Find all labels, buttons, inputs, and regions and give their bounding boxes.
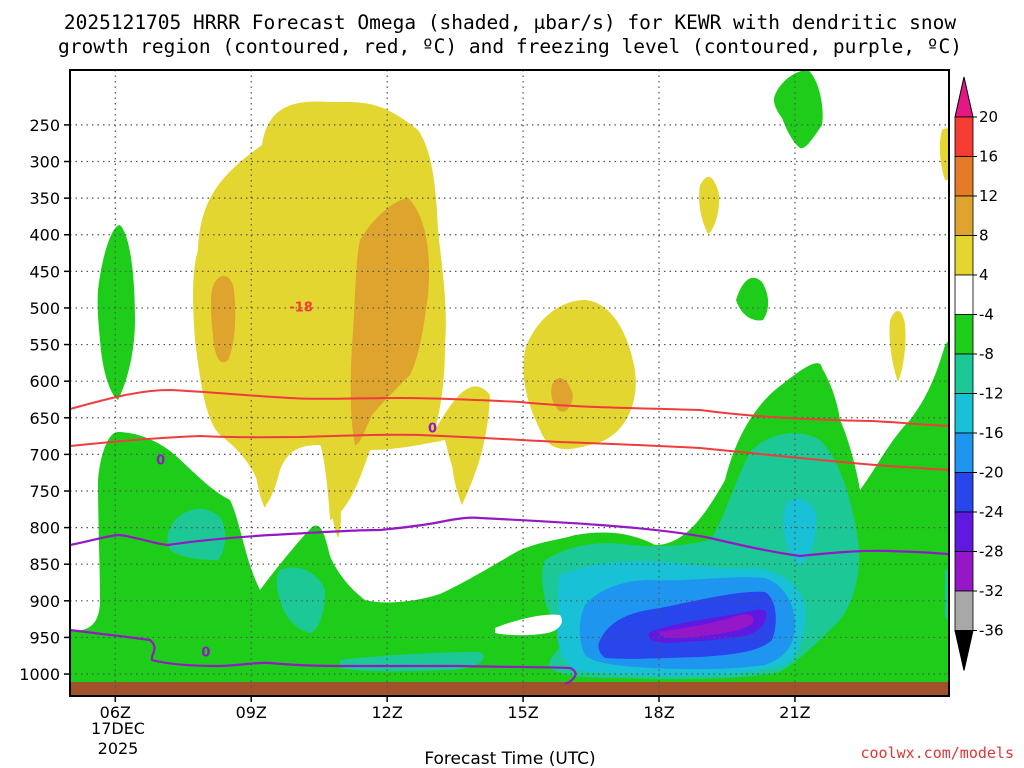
y-tick-label: 750 bbox=[29, 482, 60, 501]
omega-region-yellow-left-column bbox=[193, 101, 491, 520]
chart-title-line-1: 2025121705 HRRR Forecast Omega (shaded, … bbox=[64, 11, 956, 34]
y-tick-label: 450 bbox=[29, 262, 60, 281]
colorbar-label: -32 bbox=[979, 582, 1004, 600]
omega-region-yellow-center-blob bbox=[523, 300, 636, 450]
y-tick-label: 800 bbox=[29, 519, 60, 538]
omega-shading bbox=[70, 70, 949, 696]
omega-region-cyan-right bbox=[783, 498, 817, 565]
colorbar-label: -12 bbox=[979, 385, 1004, 403]
y-tick-label: 400 bbox=[29, 226, 60, 245]
colorbar-swatch bbox=[954, 195, 974, 236]
omega-region-yellow-edge bbox=[939, 128, 949, 181]
colorbar-swatch bbox=[954, 353, 974, 394]
y-tick-label: 950 bbox=[29, 628, 60, 647]
colorbar-label: -4 bbox=[979, 306, 994, 324]
contour-label: 0 bbox=[428, 421, 437, 436]
colorbar-label: -36 bbox=[979, 622, 1004, 640]
contour-label: 0 bbox=[156, 454, 165, 469]
contour-line-minus18 bbox=[70, 388, 949, 427]
x-tick-label: 15Z bbox=[507, 703, 538, 722]
omega-region-yellow-stem-2 bbox=[328, 440, 341, 538]
contour-label: -18 bbox=[289, 300, 313, 315]
omega-region-teal-mid bbox=[276, 567, 325, 633]
contour-labels: -18 0 0 0 bbox=[156, 300, 437, 660]
contour-label: 0 bbox=[201, 645, 210, 660]
colorbar-label: -24 bbox=[979, 503, 1004, 521]
colorbar-swatch bbox=[954, 156, 974, 197]
y-axis: 250 300 350 400 450 500 550 600 650 700 750 800 850 9… bbox=[19, 116, 70, 684]
omega-region-yellow-stem-3 bbox=[451, 440, 463, 505]
colorbar-label: 4 bbox=[979, 266, 989, 284]
colorbar: 20 16 12 8 4 -4 -8 -12 -16 -20 -24 -28 -32 -36 bbox=[954, 76, 1004, 671]
colorbar-swatch bbox=[954, 235, 974, 276]
omega-region-green-upper-left bbox=[97, 225, 135, 400]
y-tick-label: 250 bbox=[29, 116, 60, 135]
omega-region-yellow-dot-1 bbox=[699, 176, 720, 234]
contour-line-freezing-level bbox=[70, 516, 949, 686]
colorbar-top-arrow bbox=[954, 76, 974, 118]
y-tick-label: 500 bbox=[29, 299, 60, 318]
colorbar-swatch bbox=[954, 590, 974, 631]
credit-text: coolwx.com/models bbox=[860, 744, 1014, 762]
omega-region-white-pocket bbox=[495, 614, 562, 636]
omega-region-green-small bbox=[736, 277, 769, 321]
x-tick-label: 21Z bbox=[779, 703, 810, 722]
colorbar-bottom-arrow bbox=[954, 630, 974, 671]
y-tick-label: 850 bbox=[29, 555, 60, 574]
x-tick-label: 09Z bbox=[236, 703, 267, 722]
y-tick-label: 650 bbox=[29, 409, 60, 428]
colorbar-label: -8 bbox=[979, 345, 994, 363]
chart-title-line-2: growth region (contoured, red, ºC) and f… bbox=[58, 35, 962, 58]
colorbar-swatch bbox=[954, 116, 974, 157]
colorbar-swatch bbox=[954, 274, 974, 315]
y-tick-label: 350 bbox=[29, 189, 60, 208]
plot-frame bbox=[69, 69, 950, 697]
x-tick-label: 12Z bbox=[372, 703, 403, 722]
omega-region-orange-2 bbox=[350, 198, 430, 445]
omega-region-green-top-right bbox=[773, 70, 823, 149]
contour-lines bbox=[70, 388, 949, 686]
ground-strip bbox=[70, 682, 949, 696]
x-tick-label: 18Z bbox=[643, 703, 674, 722]
y-tick-label: 900 bbox=[29, 592, 60, 611]
colorbar-label: -20 bbox=[979, 464, 1004, 482]
y-tick-label: 1000 bbox=[19, 665, 60, 684]
omega-region-orange-3 bbox=[551, 377, 573, 412]
colorbar-label: 20 bbox=[979, 108, 998, 126]
x-axis-label: Forecast Time (UTC) bbox=[424, 749, 595, 768]
y-tick-label: 300 bbox=[29, 153, 60, 172]
colorbar-swatch bbox=[954, 393, 974, 434]
colorbar-swatch bbox=[954, 314, 974, 355]
omega-region-yellow-dot-2 bbox=[889, 310, 906, 382]
omega-region-teal-left bbox=[167, 508, 226, 560]
colorbar-label: -28 bbox=[979, 543, 1004, 561]
colorbar-label: -16 bbox=[979, 424, 1004, 442]
date-label-day: 17DEC bbox=[91, 719, 145, 738]
omega-region-magenta-peak bbox=[659, 614, 754, 638]
colorbar-swatch bbox=[954, 432, 974, 473]
colorbar-swatch bbox=[954, 511, 974, 552]
colorbar-swatch bbox=[954, 551, 974, 592]
y-tick-label: 550 bbox=[29, 336, 60, 355]
contour-line-minus12 bbox=[70, 433, 949, 471]
y-tick-label: 600 bbox=[29, 372, 60, 391]
colorbar-label: 8 bbox=[979, 227, 989, 245]
colorbar-label: 12 bbox=[979, 187, 998, 205]
colorbar-swatch bbox=[954, 472, 974, 513]
y-tick-label: 700 bbox=[29, 445, 60, 464]
x-tick-label: 06Z bbox=[100, 703, 131, 722]
x-axis: 06Z 09Z 12Z 15Z 18Z 21Z bbox=[100, 696, 811, 722]
date-label-year: 2025 bbox=[98, 739, 139, 758]
omega-region-orange-1 bbox=[210, 275, 236, 363]
colorbar-label: 16 bbox=[979, 148, 998, 166]
